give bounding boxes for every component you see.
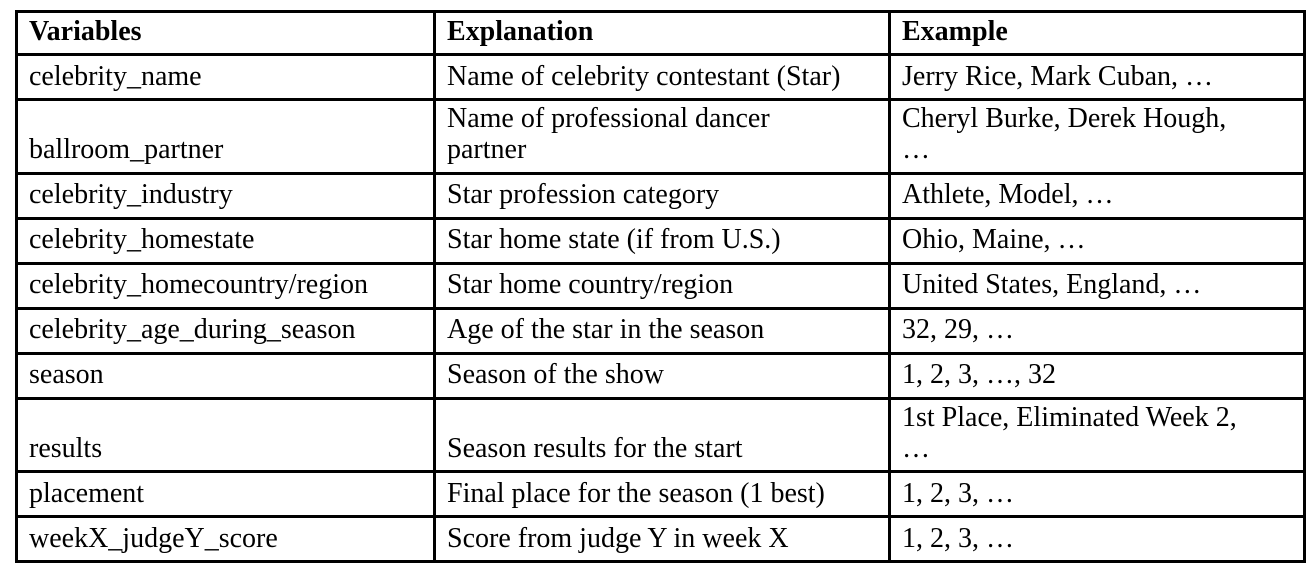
cell-example: Ohio, Maine, … [888,216,1306,265]
header-explanation: Explanation [433,10,891,56]
table-row: celebrity_age_during_season Age of the s… [15,306,1306,355]
cell-explanation: Score from judge Y in week X [433,515,891,564]
cell-variable: celebrity_age_during_season [15,306,436,355]
cell-explanation: Star home state (if from U.S.) [433,216,891,265]
cell-example: Cheryl Burke, Derek Hough, … [888,98,1306,175]
cell-variable: celebrity_homestate [15,216,436,265]
cell-example: 1, 2, 3, …, 32 [888,351,1306,400]
cell-variable: placement [15,470,436,519]
cell-explanation: Star profession category [433,171,891,220]
cell-variable: results [15,396,436,474]
table-row: season Season of the show 1, 2, 3, …, 32 [15,351,1306,400]
cell-variable: celebrity_industry [15,171,436,220]
cell-variable: season [15,351,436,400]
cell-example: 1, 2, 3, … [888,470,1306,519]
cell-example: 32, 29, … [888,306,1306,355]
table-row: weekX_judgeY_score Score from judge Y in… [15,515,1306,564]
table-row: results Season results for the start 1st… [15,396,1306,474]
cell-variable: weekX_judgeY_score [15,515,436,564]
header-row: Variables Explanation Example [15,10,1306,56]
cell-example: Jerry Rice, Mark Cuban, … [888,53,1306,101]
cell-explanation: Final place for the season (1 best) [433,470,891,519]
cell-variable: celebrity_name [15,53,436,101]
table-row: celebrity_industry Star profession categ… [15,171,1306,220]
cell-example: 1st Place, Eliminated Week 2, … [888,396,1306,474]
header-example: Example [888,10,1306,56]
cell-explanation: Season results for the start [433,396,891,474]
table-row: ballroom_partner Name of professional da… [15,98,1306,175]
cell-example: 1, 2, 3, … [888,515,1306,564]
cell-variable: celebrity_homecountry/region [15,261,436,310]
table-row: celebrity_homecountry/region Star home c… [15,261,1306,310]
cell-explanation: Season of the show [433,351,891,400]
cell-explanation: Star home country/region [433,261,891,310]
cell-variable: ballroom_partner [15,98,436,175]
cell-explanation: Name of celebrity contestant (Star) [433,53,891,101]
cell-explanation: Name of professional dancer partner [433,98,891,175]
table-row: celebrity_name Name of celebrity contest… [15,53,1306,101]
header-variables: Variables [15,10,436,56]
variables-table: Variables Explanation Example celebrity_… [15,10,1306,564]
cell-example: Athlete, Model, … [888,171,1306,220]
cell-explanation: Age of the star in the season [433,306,891,355]
table-row: celebrity_homestate Star home state (if … [15,216,1306,265]
cell-example: United States, England, … [888,261,1306,310]
table-row: placement Final place for the season (1 … [15,470,1306,519]
